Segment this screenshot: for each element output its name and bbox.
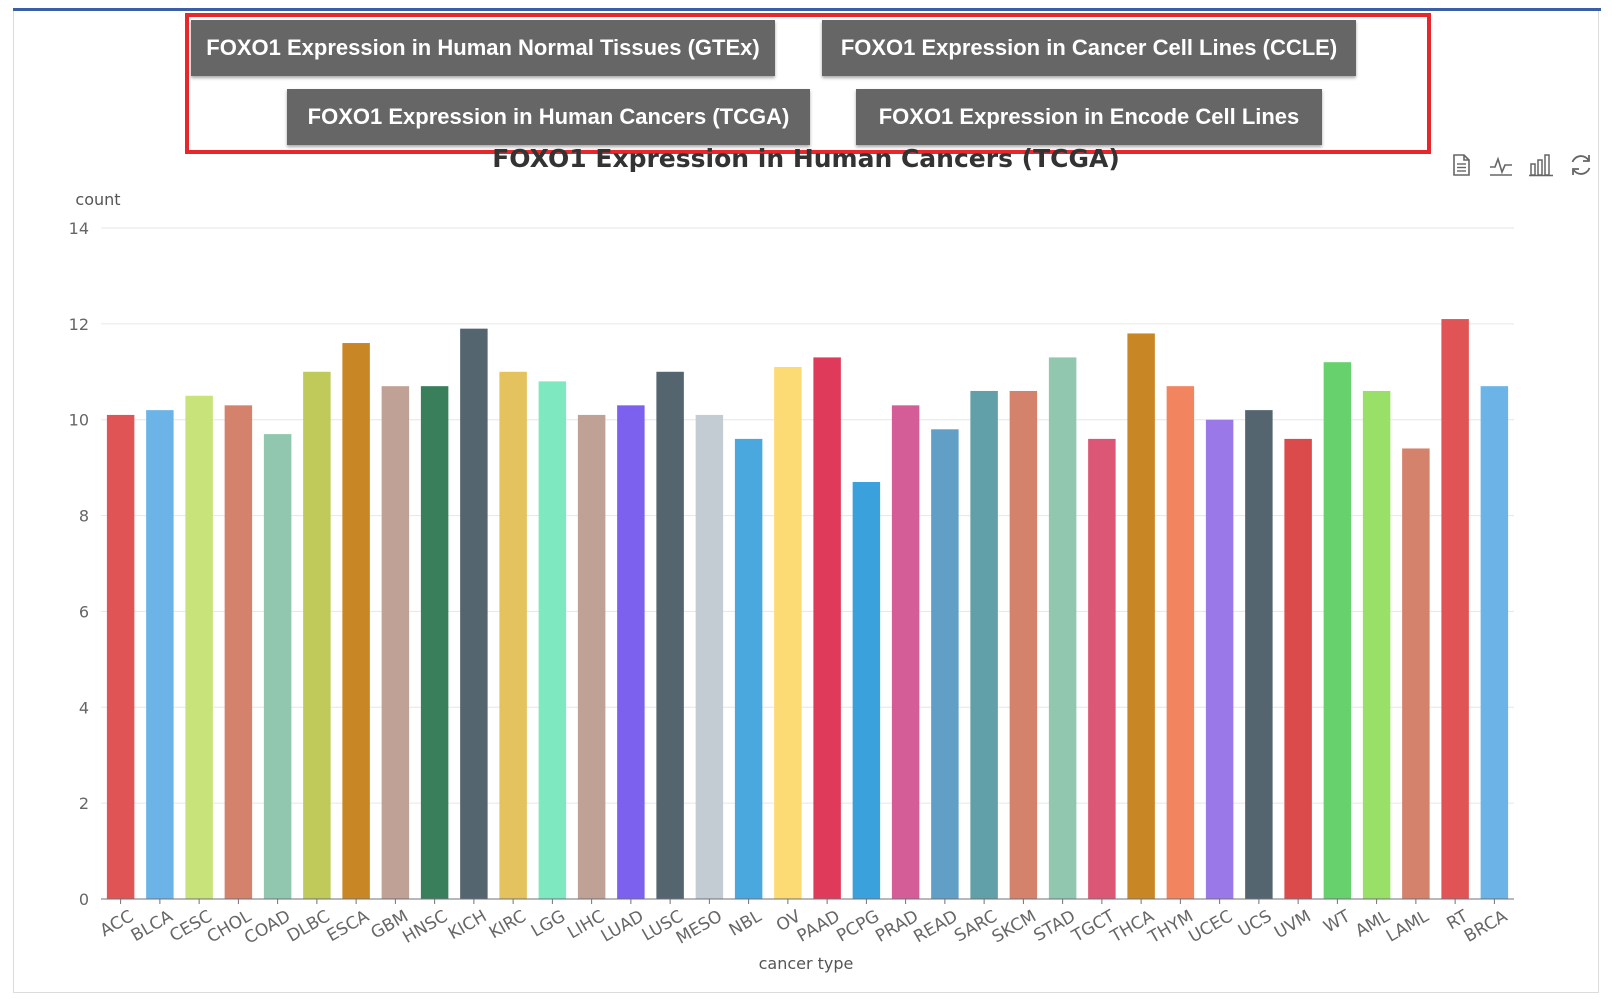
bar-meso[interactable] <box>695 414 724 899</box>
highlight-box <box>185 13 1431 154</box>
y-tick-label: 10 <box>69 411 89 430</box>
bar-laml[interactable] <box>1402 448 1430 899</box>
x-tick-label: ESCA <box>324 906 373 946</box>
bar-blca[interactable] <box>146 410 174 899</box>
bar-pcpg[interactable] <box>852 482 881 899</box>
y-tick-label: 2 <box>79 794 89 813</box>
bar-skcm[interactable] <box>1009 390 1038 899</box>
bar-lihc[interactable] <box>577 414 606 899</box>
bar-esca[interactable] <box>342 343 370 899</box>
x-tick-label: HNSC <box>399 906 451 947</box>
bar-tgct[interactable] <box>1088 438 1116 899</box>
bar-wt[interactable] <box>1323 362 1352 899</box>
bar-nbl[interactable] <box>734 438 763 899</box>
x-tick-label: CESC <box>166 906 215 946</box>
top-accent-line <box>13 8 1601 11</box>
bar-kich[interactable] <box>460 328 488 899</box>
x-axis-label: cancer type <box>759 954 854 973</box>
bar-ov[interactable] <box>774 366 802 899</box>
bar-thca[interactable] <box>1127 333 1155 899</box>
bar-chart-icon[interactable] <box>1528 152 1554 178</box>
x-tick-label: NBL <box>726 906 766 941</box>
bar-chol[interactable] <box>224 405 253 899</box>
bar-paad[interactable] <box>813 357 841 900</box>
chart-title: FOXO1 Expression in Human Cancers (TCGA) <box>492 144 1120 173</box>
restore-icon[interactable] <box>1568 152 1594 178</box>
x-tick-label: STAD <box>1031 906 1080 946</box>
grid-lines <box>101 227 1514 804</box>
y-axis-ticks: 0 2 4 6 8 10 12 14 <box>69 219 89 909</box>
chart-toolbox <box>1448 152 1594 178</box>
bar-lgg[interactable] <box>538 381 567 899</box>
x-tick-label: UCEC <box>1185 906 1236 947</box>
bars <box>106 319 1509 900</box>
x-tick-label: BRCA <box>1461 906 1511 947</box>
bar-aml[interactable] <box>1362 390 1391 899</box>
x-axis-labels: ACCBLCACESCCHOLCOADDLBCESCAGBMHNSCKICHKI… <box>97 899 1511 949</box>
bar-sarc[interactable] <box>970 390 998 899</box>
tab-ccle[interactable]: FOXO1 Expression in Cancer Cell Lines (C… <box>822 20 1356 76</box>
bar-cesc[interactable] <box>185 395 213 899</box>
x-tick-label: UCS <box>1235 906 1275 941</box>
y-tick-label: 6 <box>79 602 89 621</box>
tab-tcga[interactable]: FOXO1 Expression in Human Cancers (TCGA) <box>287 89 810 145</box>
tab-encode[interactable]: FOXO1 Expression in Encode Cell Lines <box>856 89 1322 145</box>
y-tick-label: 14 <box>69 219 89 238</box>
bar-ucec[interactable] <box>1205 419 1234 899</box>
x-tick-label: KIRC <box>486 906 530 943</box>
line-chart-icon[interactable] <box>1488 152 1514 178</box>
bar-ucs[interactable] <box>1245 410 1273 899</box>
bar-dlbc[interactable] <box>303 371 331 899</box>
bar-rt[interactable] <box>1441 319 1469 899</box>
x-tick-label: MESO <box>673 906 726 948</box>
x-tick-label: BLCA <box>128 906 177 946</box>
bar-read[interactable] <box>931 429 959 899</box>
bar-stad[interactable] <box>1048 357 1077 900</box>
x-tick-label: LAML <box>1383 906 1433 946</box>
bar-hnsc[interactable] <box>420 386 449 899</box>
y-tick-label: 12 <box>69 315 89 334</box>
bar-uvm[interactable] <box>1284 438 1312 899</box>
bar-prad[interactable] <box>891 405 920 899</box>
bar-brca[interactable] <box>1480 386 1509 899</box>
x-tick-label: KICH <box>445 906 490 944</box>
bar-thym[interactable] <box>1166 386 1195 899</box>
bar-luad[interactable] <box>617 405 645 899</box>
x-tick-label: LGG <box>528 906 569 941</box>
bar-acc[interactable] <box>106 414 135 899</box>
x-tick-label: WT <box>1320 906 1354 937</box>
y-tick-label: 4 <box>79 698 89 717</box>
y-tick-label: 8 <box>79 507 89 526</box>
bar-lusc[interactable] <box>656 371 684 899</box>
bar-coad[interactable] <box>263 434 292 899</box>
y-axis-label: count <box>75 190 120 209</box>
x-tick-label: UVM <box>1271 906 1315 943</box>
tab-gtex[interactable]: FOXO1 Expression in Human Normal Tissues… <box>191 20 775 76</box>
data-view-icon[interactable] <box>1448 152 1474 178</box>
y-tick-label: 0 <box>79 890 89 909</box>
bar-gbm[interactable] <box>381 386 410 899</box>
bar-kirc[interactable] <box>499 371 527 899</box>
